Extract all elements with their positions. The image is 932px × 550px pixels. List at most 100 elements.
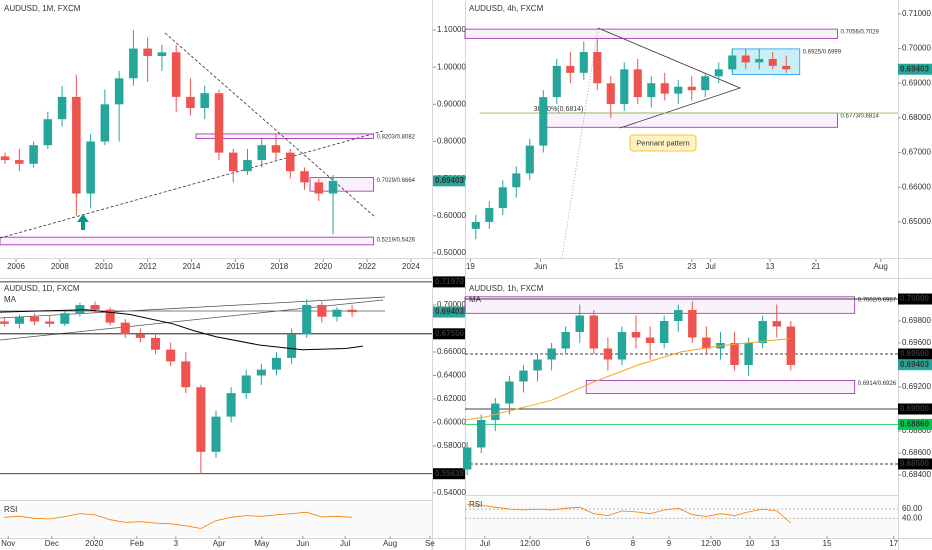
zone — [585, 380, 856, 395]
x-tick-label: 15 — [823, 539, 832, 548]
candle-body — [687, 86, 696, 91]
y-tick-label: 1.10000 — [437, 25, 466, 34]
moving-average — [0, 309, 363, 351]
candle-body — [633, 69, 642, 98]
y-tick-label: 0.66000 — [437, 347, 466, 356]
y-tick-label: 0.68400 — [902, 470, 931, 479]
x-tick-label: Aug — [383, 539, 397, 548]
candle-body — [214, 93, 224, 153]
x-tick-label: 2014 — [183, 262, 201, 271]
price-label-box — [898, 458, 932, 470]
rsi-tick-label: 40.00 — [902, 514, 923, 523]
candle-body — [782, 65, 791, 70]
x-tick-label: 21 — [811, 262, 820, 271]
y-tick-label: 0.64000 — [437, 371, 466, 380]
candle-body — [589, 315, 599, 349]
price-label: 0.71970 — [435, 277, 464, 286]
price-label: 0.55638 — [435, 469, 464, 478]
candle-body — [90, 305, 100, 310]
y-tick-label: 0.50000 — [437, 248, 466, 257]
candle-body — [43, 119, 53, 146]
candle-body — [631, 332, 641, 338]
y-tick-label: 0.68000 — [902, 113, 931, 122]
price-label: 0.69403 — [435, 307, 464, 316]
x-tick-label: May — [254, 539, 269, 548]
candle-body — [645, 337, 655, 344]
price-label: 0.67550 — [435, 329, 464, 338]
candle-body — [257, 145, 267, 161]
candle-body — [512, 173, 521, 188]
price-label: 0.69403 — [435, 176, 464, 185]
zone-label: 0.5219/0.5426 — [377, 238, 416, 244]
x-tick-label: Aug — [874, 262, 888, 271]
candle-body — [120, 322, 130, 335]
candle-body — [328, 180, 338, 194]
price-label: 0.68500 — [900, 459, 929, 468]
candle-body — [75, 305, 85, 314]
price-label: 0.69403 — [900, 64, 929, 73]
x-tick-label: 17 — [889, 539, 898, 548]
zone — [0, 236, 375, 246]
x-tick-label: 19 — [466, 262, 475, 271]
arrow-icon — [77, 214, 89, 230]
candle-body — [741, 55, 750, 63]
zone-label: 0.6773/0.6814 — [841, 114, 880, 120]
candle-body — [285, 152, 295, 172]
candle-body — [314, 182, 324, 194]
x-tick-label: 2022 — [358, 262, 376, 271]
candle-body — [15, 160, 24, 164]
chart-title: AUDUSD, 4h, FXCM — [469, 4, 544, 13]
candle-body — [30, 316, 40, 322]
x-tick-label: Apr — [213, 539, 226, 548]
x-tick-label: 2008 — [51, 262, 69, 271]
price-label: 0.70000 — [900, 294, 929, 303]
zone — [195, 133, 375, 139]
zone-label: 0.7002/0.6987 — [858, 297, 897, 303]
rsi-background — [0, 502, 432, 536]
candle-body — [547, 348, 556, 360]
candle-body — [617, 332, 627, 360]
x-tick-label: 13 — [766, 262, 775, 271]
price-label-box — [898, 403, 932, 415]
zone — [464, 28, 838, 39]
rsi-background — [465, 497, 898, 537]
price-label-box — [898, 63, 932, 75]
y-tick-label: 0.71000 — [902, 9, 931, 18]
fib-label: 38.20%(0.6814) — [534, 106, 584, 113]
candle-body — [0, 156, 10, 161]
candle-body — [129, 48, 138, 79]
price-label-box — [898, 418, 932, 430]
candle-body — [744, 343, 753, 366]
price-label: 0.69403 — [900, 360, 929, 369]
rsi-line — [467, 504, 792, 524]
candle-body — [347, 309, 357, 313]
candle-body — [256, 369, 266, 376]
x-tick-label: 10 — [745, 539, 754, 548]
y-tick-label: 1.00000 — [437, 62, 466, 71]
candle-body — [477, 419, 486, 448]
candle-body — [552, 65, 561, 98]
candle-body — [575, 315, 584, 333]
y-tick-label: 0.68800 — [902, 426, 931, 435]
y-tick-label: 0.69200 — [902, 382, 931, 391]
candle-body — [271, 357, 282, 370]
y-tick-label: 0.65000 — [902, 217, 931, 226]
candle-body — [105, 309, 115, 323]
indicator-label: MA — [4, 295, 17, 304]
x-tick-label: Jul — [706, 262, 716, 271]
candle-body — [462, 447, 472, 470]
candle-body — [539, 97, 548, 146]
chart-title: AUDUSD, 1D, FXCM — [4, 284, 80, 293]
zone — [540, 112, 838, 128]
candle-body — [166, 349, 176, 362]
candle-body — [772, 321, 781, 327]
candle-body — [660, 83, 669, 94]
zone — [309, 177, 375, 192]
price-label: 0.69500 — [900, 349, 929, 358]
x-tick-label: Jul — [480, 539, 490, 548]
candle-body — [196, 387, 206, 452]
x-tick-label: 12:00 — [701, 539, 722, 548]
candle-body — [714, 69, 723, 77]
y-tick-label: 0.60000 — [437, 211, 466, 220]
candle-body — [45, 321, 55, 324]
